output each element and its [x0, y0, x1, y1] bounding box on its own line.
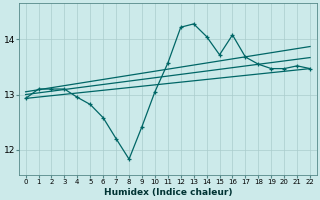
X-axis label: Humidex (Indice chaleur): Humidex (Indice chaleur) [104, 188, 232, 197]
